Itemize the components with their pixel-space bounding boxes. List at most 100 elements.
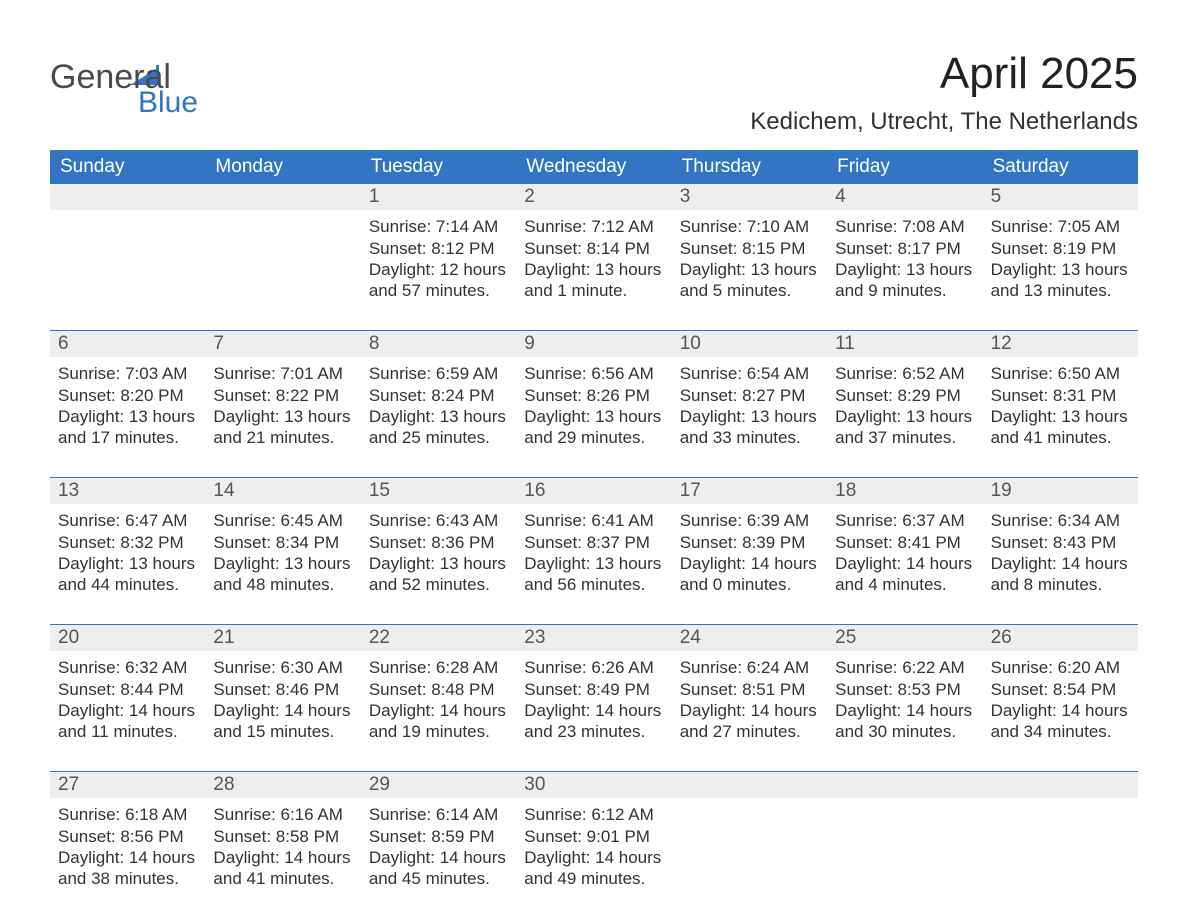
day-number: 12 <box>983 331 1138 357</box>
day-number <box>50 184 205 210</box>
sunset-text: Sunset: 8:49 PM <box>524 679 663 700</box>
day-number: 18 <box>827 478 982 504</box>
brand-logo: General Blue <box>50 50 164 118</box>
sunset-text: Sunset: 8:29 PM <box>835 385 974 406</box>
sunrise-text: Sunrise: 6:56 AM <box>524 363 663 384</box>
daylight-line-1: Daylight: 14 hours <box>524 847 663 868</box>
day-number <box>672 772 827 798</box>
daylight-line-1: Daylight: 14 hours <box>58 847 197 868</box>
sunset-text: Sunset: 8:22 PM <box>213 385 352 406</box>
dow-friday: Friday <box>827 150 982 184</box>
day-number: 28 <box>205 772 360 798</box>
day-number: 11 <box>827 331 982 357</box>
calendar-day-cell: Sunrise: 6:22 AMSunset: 8:53 PMDaylight:… <box>827 651 982 747</box>
calendar-day-cell: Sunrise: 7:12 AMSunset: 8:14 PMDaylight:… <box>516 210 671 306</box>
calendar: Sunday Monday Tuesday Wednesday Thursday… <box>50 150 1138 894</box>
daylight-line-2: and 34 minutes. <box>991 721 1130 742</box>
daylight-line-2: and 25 minutes. <box>369 427 508 448</box>
calendar-day-cell: Sunrise: 6:45 AMSunset: 8:34 PMDaylight:… <box>205 504 360 600</box>
daylight-line-1: Daylight: 14 hours <box>524 700 663 721</box>
daylight-line-1: Daylight: 14 hours <box>369 700 508 721</box>
calendar-week: 6789101112Sunrise: 7:03 AMSunset: 8:20 P… <box>50 330 1138 453</box>
day-number: 8 <box>361 331 516 357</box>
day-number <box>983 772 1138 798</box>
calendar-day-cell: Sunrise: 6:47 AMSunset: 8:32 PMDaylight:… <box>50 504 205 600</box>
sunrise-text: Sunrise: 6:59 AM <box>369 363 508 384</box>
daylight-line-1: Daylight: 14 hours <box>213 847 352 868</box>
calendar-day-cell: Sunrise: 6:59 AMSunset: 8:24 PMDaylight:… <box>361 357 516 453</box>
sunset-text: Sunset: 8:27 PM <box>680 385 819 406</box>
daylight-line-1: Daylight: 14 hours <box>835 700 974 721</box>
sunset-text: Sunset: 8:39 PM <box>680 532 819 553</box>
calendar-day-cell: Sunrise: 6:43 AMSunset: 8:36 PMDaylight:… <box>361 504 516 600</box>
day-number: 5 <box>983 184 1138 210</box>
sunset-text: Sunset: 8:44 PM <box>58 679 197 700</box>
sunrise-text: Sunrise: 6:26 AM <box>524 657 663 678</box>
day-number: 4 <box>827 184 982 210</box>
sunset-text: Sunset: 8:43 PM <box>991 532 1130 553</box>
sunset-text: Sunset: 8:58 PM <box>213 826 352 847</box>
calendar-week: 13141516171819Sunrise: 6:47 AMSunset: 8:… <box>50 477 1138 600</box>
brand-text: General Blue <box>50 60 198 118</box>
day-number: 27 <box>50 772 205 798</box>
day-number <box>205 184 360 210</box>
daylight-line-2: and 8 minutes. <box>991 574 1130 595</box>
daylight-line-1: Daylight: 13 hours <box>524 553 663 574</box>
daylight-line-1: Daylight: 13 hours <box>213 406 352 427</box>
daylight-line-2: and 37 minutes. <box>835 427 974 448</box>
sunrise-text: Sunrise: 7:08 AM <box>835 216 974 237</box>
sunrise-text: Sunrise: 6:18 AM <box>58 804 197 825</box>
calendar-day-cell: Sunrise: 7:01 AMSunset: 8:22 PMDaylight:… <box>205 357 360 453</box>
daylight-line-2: and 48 minutes. <box>213 574 352 595</box>
calendar-week: 20212223242526Sunrise: 6:32 AMSunset: 8:… <box>50 624 1138 747</box>
daylight-line-2: and 13 minutes. <box>991 280 1130 301</box>
weeks-container: 12345Sunrise: 7:14 AMSunset: 8:12 PMDayl… <box>50 184 1138 894</box>
dow-sunday: Sunday <box>50 150 205 184</box>
calendar-day-cell: Sunrise: 6:50 AMSunset: 8:31 PMDaylight:… <box>983 357 1138 453</box>
sunrise-text: Sunrise: 7:01 AM <box>213 363 352 384</box>
sunrise-text: Sunrise: 6:47 AM <box>58 510 197 531</box>
month-title: April 2025 <box>750 50 1138 98</box>
daylight-line-2: and 19 minutes. <box>369 721 508 742</box>
dow-saturday: Saturday <box>983 150 1138 184</box>
sunrise-text: Sunrise: 6:24 AM <box>680 657 819 678</box>
calendar-day-cell: Sunrise: 7:03 AMSunset: 8:20 PMDaylight:… <box>50 357 205 453</box>
sunset-text: Sunset: 9:01 PM <box>524 826 663 847</box>
day-number: 26 <box>983 625 1138 651</box>
daylight-line-2: and 41 minutes. <box>213 868 352 889</box>
daylight-line-1: Daylight: 14 hours <box>835 553 974 574</box>
calendar-day-cell: Sunrise: 6:30 AMSunset: 8:46 PMDaylight:… <box>205 651 360 747</box>
sunset-text: Sunset: 8:24 PM <box>369 385 508 406</box>
title-block: April 2025 Kedichem, Utrecht, The Nether… <box>750 50 1138 136</box>
daylight-line-1: Daylight: 13 hours <box>680 406 819 427</box>
daylight-line-1: Daylight: 13 hours <box>835 406 974 427</box>
calendar-day-cell <box>827 798 982 894</box>
dow-tuesday: Tuesday <box>361 150 516 184</box>
daylight-line-1: Daylight: 13 hours <box>58 553 197 574</box>
daylight-line-2: and 9 minutes. <box>835 280 974 301</box>
daylight-line-2: and 49 minutes. <box>524 868 663 889</box>
daylight-line-2: and 41 minutes. <box>991 427 1130 448</box>
calendar-day-cell <box>672 798 827 894</box>
daylight-line-1: Daylight: 13 hours <box>58 406 197 427</box>
daylight-line-1: Daylight: 12 hours <box>369 259 508 280</box>
day-number: 16 <box>516 478 671 504</box>
day-number-band: 13141516171819 <box>50 478 1138 504</box>
daylight-line-2: and 57 minutes. <box>369 280 508 301</box>
header: General Blue April 2025 Kedichem, Utrech… <box>50 50 1138 136</box>
sunrise-text: Sunrise: 6:30 AM <box>213 657 352 678</box>
sunset-text: Sunset: 8:26 PM <box>524 385 663 406</box>
daylight-line-2: and 27 minutes. <box>680 721 819 742</box>
sunrise-text: Sunrise: 6:52 AM <box>835 363 974 384</box>
calendar-day-cell: Sunrise: 6:37 AMSunset: 8:41 PMDaylight:… <box>827 504 982 600</box>
day-number: 23 <box>516 625 671 651</box>
calendar-day-cell: Sunrise: 6:39 AMSunset: 8:39 PMDaylight:… <box>672 504 827 600</box>
sunset-text: Sunset: 8:19 PM <box>991 238 1130 259</box>
calendar-day-cell: Sunrise: 6:34 AMSunset: 8:43 PMDaylight:… <box>983 504 1138 600</box>
sunset-text: Sunset: 8:48 PM <box>369 679 508 700</box>
sunset-text: Sunset: 8:34 PM <box>213 532 352 553</box>
day-number: 25 <box>827 625 982 651</box>
daylight-line-2: and 30 minutes. <box>835 721 974 742</box>
daylight-line-1: Daylight: 13 hours <box>991 406 1130 427</box>
sunset-text: Sunset: 8:54 PM <box>991 679 1130 700</box>
